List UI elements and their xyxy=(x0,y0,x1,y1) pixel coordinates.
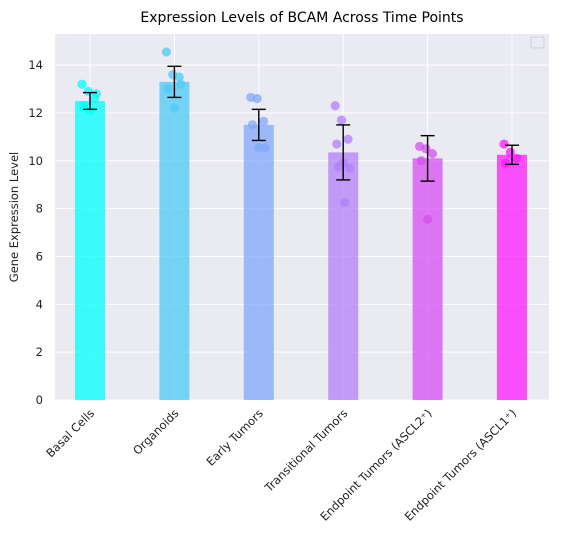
y-tick-label: 8 xyxy=(36,202,43,216)
data-point xyxy=(260,143,270,153)
data-point xyxy=(169,103,179,113)
y-tick-label: 10 xyxy=(28,154,43,168)
bars xyxy=(75,81,527,400)
data-point xyxy=(259,116,269,126)
data-point xyxy=(252,93,262,104)
y-tick-labels: 0 2 4 6 8 10 12 14 xyxy=(28,58,43,407)
error-bars xyxy=(83,65,519,182)
y-tick-label: 2 xyxy=(36,345,43,359)
data-point xyxy=(91,89,101,99)
bar xyxy=(159,81,190,400)
data-point xyxy=(161,47,171,57)
data-point xyxy=(174,72,184,82)
data-point xyxy=(254,143,264,153)
y-tick-label: 12 xyxy=(28,106,43,120)
y-tick-label: 4 xyxy=(36,297,43,311)
data-point xyxy=(512,153,522,163)
data-point xyxy=(77,79,87,89)
bar xyxy=(497,154,527,400)
x-tick-label: Transitional Tumors xyxy=(261,406,350,495)
x-tick-labels: Basal Cells Organoids Early TumorsTransiti… xyxy=(43,406,519,523)
data-point xyxy=(345,163,355,173)
bar xyxy=(412,158,443,400)
data-point xyxy=(343,134,353,144)
x-tick-label: Organoids xyxy=(130,406,181,457)
data-point xyxy=(85,105,95,116)
data-point xyxy=(330,101,340,111)
data-point xyxy=(416,156,426,166)
bar xyxy=(328,152,359,400)
legend-box xyxy=(530,36,545,49)
data-point xyxy=(499,139,509,149)
y-axis-label: Gene Expression Level xyxy=(7,152,21,282)
x-tick-label: Early Tumors xyxy=(204,406,266,468)
chart-title: Expression Levels of BCAM Across Time Po… xyxy=(140,10,463,26)
y-tick-label: 14 xyxy=(28,58,43,72)
data-point xyxy=(501,158,511,168)
data-point xyxy=(163,84,173,94)
y-tick-label: 0 xyxy=(36,393,43,407)
data-point xyxy=(423,214,433,224)
bar xyxy=(243,124,274,400)
data-point xyxy=(427,149,437,159)
data-point xyxy=(247,120,257,130)
data-point xyxy=(337,115,347,125)
data-point xyxy=(340,198,350,208)
points xyxy=(77,47,522,224)
data-point xyxy=(333,162,343,172)
x-tick-label: Basal Cells xyxy=(43,406,97,460)
data-point xyxy=(79,101,89,111)
data-point xyxy=(83,86,93,97)
y-tick-label: 6 xyxy=(36,249,43,263)
data-point xyxy=(332,139,342,149)
data-point xyxy=(176,79,186,89)
bar xyxy=(75,100,105,400)
plot-background xyxy=(55,34,549,400)
